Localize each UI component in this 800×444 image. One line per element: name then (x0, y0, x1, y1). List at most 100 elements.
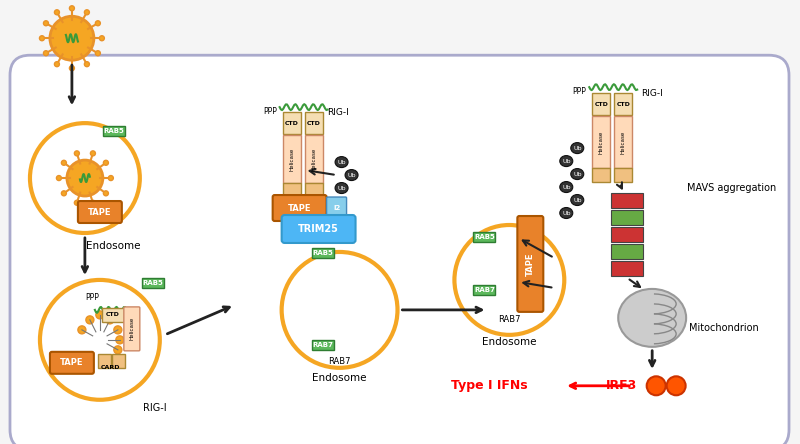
Ellipse shape (95, 21, 100, 26)
Ellipse shape (114, 346, 122, 354)
FancyBboxPatch shape (518, 216, 543, 312)
Ellipse shape (646, 377, 666, 395)
Bar (98, 354, 111, 368)
Ellipse shape (99, 36, 104, 41)
Bar (282, 112, 301, 134)
Text: Ub: Ub (338, 186, 346, 190)
Text: RAB7: RAB7 (498, 315, 521, 325)
Bar (474, 285, 495, 295)
FancyBboxPatch shape (282, 215, 355, 243)
Text: Endosome: Endosome (482, 337, 537, 347)
Text: CTD: CTD (616, 102, 630, 107)
Ellipse shape (96, 311, 104, 319)
Bar (611, 227, 643, 242)
Text: RAB5: RAB5 (142, 280, 163, 286)
Text: CTD: CTD (285, 121, 298, 126)
Text: CTD: CTD (106, 313, 120, 317)
Bar (592, 168, 610, 182)
Text: CTD: CTD (306, 121, 321, 126)
FancyBboxPatch shape (78, 201, 122, 223)
Bar (611, 244, 643, 259)
Circle shape (454, 225, 564, 335)
Text: Ub: Ub (338, 159, 346, 165)
Text: RAB7: RAB7 (328, 357, 351, 366)
Bar (305, 135, 322, 183)
Text: PPP: PPP (262, 107, 277, 115)
Text: Ub: Ub (562, 210, 570, 215)
Text: I2: I2 (333, 205, 340, 211)
Ellipse shape (116, 336, 124, 344)
Text: RAB5: RAB5 (312, 250, 333, 256)
Text: Ub: Ub (573, 171, 582, 177)
Bar (592, 93, 610, 115)
Ellipse shape (84, 62, 90, 67)
Text: PPP: PPP (85, 293, 99, 302)
Ellipse shape (666, 377, 686, 395)
Bar (614, 93, 632, 115)
Ellipse shape (54, 62, 59, 67)
Text: Helicase: Helicase (311, 147, 316, 170)
Text: Helicase: Helicase (130, 317, 134, 341)
Ellipse shape (103, 160, 108, 165)
Text: Type I IFNs: Type I IFNs (451, 379, 528, 392)
Ellipse shape (103, 191, 108, 196)
Ellipse shape (570, 194, 584, 206)
Ellipse shape (560, 207, 573, 218)
Circle shape (40, 280, 160, 400)
Ellipse shape (43, 21, 49, 26)
Ellipse shape (345, 170, 358, 181)
Ellipse shape (90, 151, 95, 156)
Text: RAB7: RAB7 (474, 287, 495, 293)
Ellipse shape (43, 51, 49, 56)
Ellipse shape (70, 66, 74, 71)
Text: CARD: CARD (101, 365, 121, 370)
Ellipse shape (560, 155, 573, 166)
Text: RIG-I: RIG-I (641, 89, 663, 98)
Ellipse shape (570, 143, 584, 154)
Ellipse shape (54, 10, 59, 15)
Ellipse shape (74, 151, 79, 156)
Text: Ub: Ub (573, 146, 582, 151)
Bar (305, 112, 322, 134)
Ellipse shape (560, 182, 573, 193)
Bar (305, 183, 322, 197)
Text: TAPE: TAPE (288, 203, 311, 213)
Bar (592, 116, 610, 168)
Ellipse shape (108, 175, 114, 181)
Text: TAPE: TAPE (60, 358, 84, 367)
Ellipse shape (39, 36, 45, 41)
Text: RIG-I: RIG-I (143, 403, 166, 413)
Text: Endosome: Endosome (86, 241, 140, 251)
Text: RIG-I: RIG-I (327, 107, 350, 117)
Bar (312, 248, 334, 258)
Ellipse shape (62, 191, 66, 196)
Text: Ub: Ub (573, 198, 582, 202)
Text: IRF3: IRF3 (606, 379, 637, 392)
Ellipse shape (114, 326, 122, 334)
Ellipse shape (70, 6, 74, 11)
Text: Ub: Ub (347, 173, 356, 178)
Bar (614, 168, 632, 182)
Ellipse shape (618, 289, 686, 347)
Bar (611, 210, 643, 225)
FancyBboxPatch shape (326, 197, 346, 219)
FancyBboxPatch shape (50, 352, 94, 374)
Bar (312, 340, 334, 350)
Text: CTD: CTD (594, 102, 608, 107)
Ellipse shape (78, 326, 86, 334)
Text: RAB7: RAB7 (312, 342, 333, 348)
Ellipse shape (106, 316, 114, 324)
Bar (142, 278, 164, 288)
Bar (102, 308, 124, 322)
Text: Ub: Ub (562, 185, 570, 190)
Bar (112, 354, 125, 368)
Ellipse shape (335, 157, 348, 167)
Text: MAVS aggregation: MAVS aggregation (687, 183, 776, 193)
Text: Helicase: Helicase (598, 131, 604, 154)
Text: Helicase: Helicase (289, 147, 294, 170)
Bar (614, 116, 632, 168)
Ellipse shape (570, 169, 584, 179)
Text: RAB5: RAB5 (103, 128, 124, 134)
Bar (282, 135, 301, 183)
Text: TAPE: TAPE (526, 252, 535, 276)
